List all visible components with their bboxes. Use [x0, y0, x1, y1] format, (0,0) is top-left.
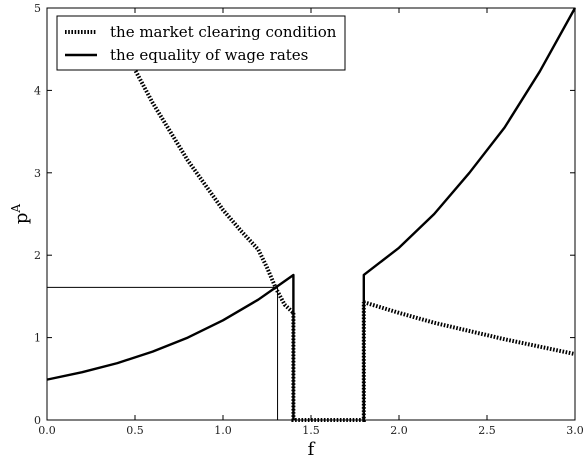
market-clearing-line-segment	[126, 52, 295, 315]
tick-labels: 0.0 0.5 1.0 1.5 2.0 2.5 3.0 0 1 2 3 4 5	[34, 2, 584, 437]
x-tick-label: 1.0	[214, 424, 232, 437]
y-tick-label: 1	[34, 332, 41, 345]
wage-equality-line-segment	[46, 273, 295, 420]
y-axis-label: pA	[9, 204, 32, 225]
x-axis-label: f	[308, 439, 316, 460]
x-tick-label: 0.5	[126, 424, 144, 437]
legend-box	[56, 15, 346, 71]
legend-label: the equality of wage rates	[110, 46, 308, 64]
x-tick-label: 3.0	[566, 424, 584, 437]
y-tick-label: 5	[34, 2, 41, 15]
y-tick-label: 0	[34, 414, 41, 427]
y-tick-label: 2	[34, 249, 41, 262]
x-tick-label: 2.5	[478, 424, 496, 437]
x-tick-label: 1.5	[302, 424, 320, 437]
legend: the market clearing condition the equalit…	[56, 15, 346, 71]
legend-label: the market clearing condition	[110, 23, 337, 41]
axis-ticks	[46, 7, 576, 421]
x-tick-label: 2.0	[390, 424, 408, 437]
market-clearing-line-segment	[291, 302, 366, 422]
x-tick-label: 0.0	[38, 424, 56, 437]
market-clearing-line-segment	[363, 300, 576, 357]
wage-equality-line-segment	[362, 7, 577, 420]
legend-entries: the market clearing condition the equalit…	[65, 23, 337, 64]
y-tick-label: 4	[34, 84, 41, 97]
y-tick-label: 3	[34, 167, 41, 180]
